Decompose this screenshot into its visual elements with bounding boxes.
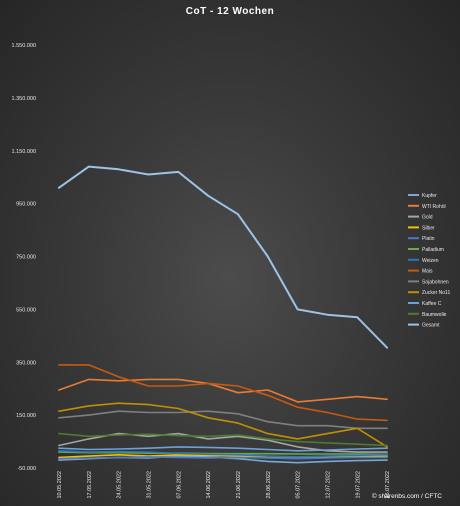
legend-label: Silber — [422, 225, 435, 231]
series-line-zucker-no11 — [58, 402, 388, 448]
legend-label: Kupfer — [422, 193, 437, 199]
series-line-weizen — [58, 449, 388, 458]
y-tick-label: 350.000 — [16, 360, 36, 366]
x-tick-label: 12.07.2022 — [325, 471, 331, 499]
chart-title: CoT - 12 Wochen — [185, 6, 275, 17]
legend-label: Zucker No11 — [422, 290, 450, 296]
y-tick-label: 150.000 — [16, 413, 36, 419]
x-tick-label: 10.05.2022 — [57, 471, 63, 499]
legend-label: Mais — [422, 269, 433, 275]
series-line-palladium — [58, 451, 388, 456]
legend-label: Platin — [422, 236, 435, 242]
x-tick-label: 24.05.2022 — [117, 471, 123, 499]
x-tick-label: 19.07.2022 — [355, 471, 361, 499]
series-line-silber — [58, 453, 388, 459]
series-line-sojabohnen — [58, 410, 388, 430]
legend-label: Gold — [422, 215, 433, 221]
y-tick-label: 550.000 — [16, 307, 36, 313]
series-line-platin — [58, 456, 388, 460]
x-tick-label: 21.06.2022 — [236, 471, 242, 499]
x-tick-label: 28.06.2022 — [266, 471, 272, 499]
x-tick-label: 17.05.2022 — [87, 471, 93, 499]
x-tick-label: 05.07.2022 — [296, 471, 302, 499]
series-line-baumwolle — [58, 432, 388, 447]
x-tick-label: 07.06.2022 — [176, 471, 182, 499]
y-tick-label: 1.150.000 — [12, 149, 36, 155]
y-tick-label: 1.550.000 — [12, 43, 36, 49]
series-line-gesamt — [57, 165, 389, 349]
x-tick-label: 31.05.2022 — [146, 471, 152, 499]
legend-label: Palladium — [422, 247, 444, 253]
legend-label: Baumwolle — [422, 312, 447, 318]
legend-label: Weizen — [422, 258, 439, 264]
y-tick-label: 750.000 — [16, 255, 36, 261]
legend-label: WTI Rohöl — [422, 204, 446, 210]
x-tick-label: 14.06.2022 — [206, 471, 212, 499]
legend-label: Sojabohnen — [422, 279, 449, 285]
series-line-mais — [58, 364, 388, 422]
legend-label: Kaffee C — [422, 301, 442, 307]
y-tick-label: -50.000 — [17, 466, 36, 472]
series-line-wti-roh-l — [58, 378, 388, 403]
source-credit: © sharenbs.com / CFTC — [371, 493, 442, 500]
x-tick-label: 26.07.2022 — [385, 471, 391, 499]
y-tick-label: 950.000 — [16, 202, 36, 208]
legend-label: Gesamt — [422, 323, 440, 329]
series-line-kaffee-c — [58, 446, 388, 452]
y-tick-label: 1.350.000 — [12, 96, 36, 102]
